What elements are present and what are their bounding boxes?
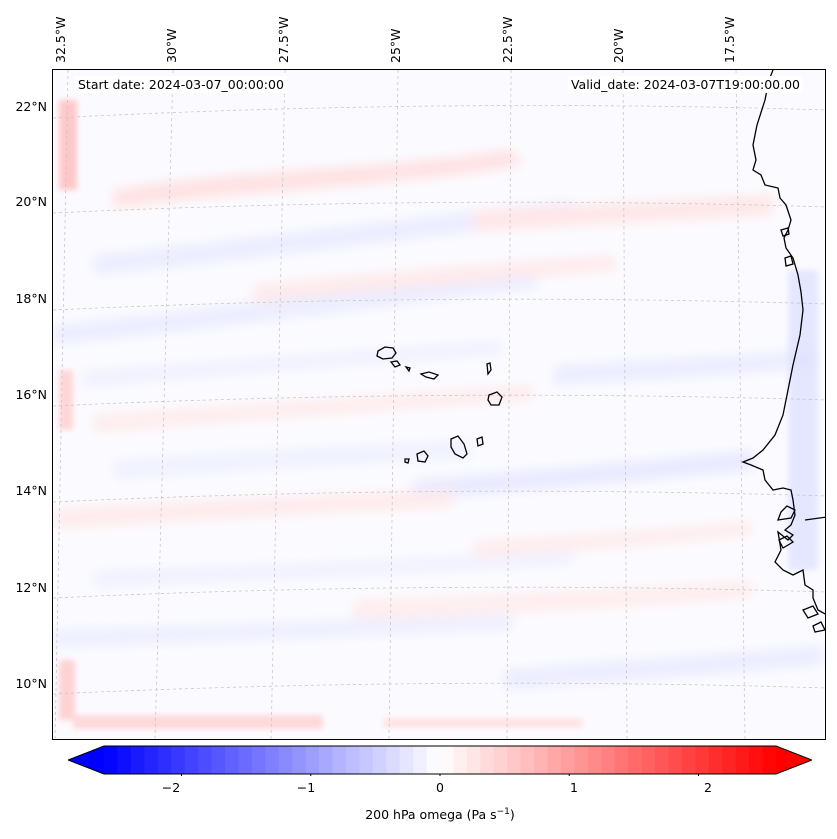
colorbar-segment — [722, 746, 737, 774]
colorbar-segment — [426, 746, 441, 774]
island-sao-vicente — [389, 360, 402, 368]
colorbar-label: 200 hPa omega (Pa s−1) — [365, 807, 515, 823]
colorbar-segment — [547, 746, 562, 774]
gridlines — [53, 70, 825, 739]
colorbar-segment — [695, 746, 710, 774]
lon-label-30w: 30°W — [164, 28, 179, 63]
island-maio — [476, 436, 484, 447]
colorbar-segment — [601, 746, 616, 774]
colorbar-segment — [130, 746, 145, 774]
colorbar-segment — [292, 746, 307, 774]
lat-label-18n: 18°N — [15, 291, 47, 306]
colorbar-segment — [574, 746, 589, 774]
colorbar — [68, 745, 812, 776]
colorbar-segment — [345, 746, 360, 774]
colorbar-segment — [332, 746, 347, 774]
colorbar-segment — [762, 746, 777, 774]
colorbar-segment — [171, 746, 186, 774]
island-santa-luzia — [404, 365, 411, 373]
colorbar-segment — [493, 746, 508, 774]
colorbar-segment — [628, 746, 643, 774]
lon-label-22-5w: 22.5°W — [500, 16, 515, 63]
island-brava — [404, 458, 410, 464]
colorbar-segment — [265, 746, 280, 774]
colorbar-segment — [413, 746, 428, 774]
colorbar-segment — [305, 746, 320, 774]
colorbar-segment — [655, 746, 669, 774]
island-sal — [486, 362, 492, 376]
start-date-label: Start date: 2024-03-07_00:00:00 — [75, 76, 287, 93]
colorbar-segment — [668, 746, 683, 774]
colorbar-segment — [104, 746, 118, 774]
colorbar-segment — [560, 746, 575, 774]
valid-date-label: Valid_date: 2024-03-07T19:00:00.00 — [567, 76, 803, 93]
colorbar-segment — [641, 746, 656, 774]
colorbar-segment — [466, 746, 481, 774]
lon-label-25w: 25°W — [388, 28, 403, 63]
colorbar-segment — [184, 746, 199, 774]
colorbar-segment — [735, 746, 750, 774]
colorbar-segment — [587, 746, 602, 774]
lat-label-10n: 10°N — [15, 676, 47, 691]
colorbar-segments — [68, 746, 812, 774]
colorbar-segment — [708, 746, 723, 774]
colorbar-segment — [440, 746, 454, 774]
colorbar-segment — [144, 746, 159, 774]
colorbar-segment — [157, 746, 172, 774]
island-boa-vista — [487, 391, 503, 406]
lon-label-17-5w: 17.5°W — [722, 16, 737, 63]
colorbar-segment — [507, 746, 522, 774]
colorbar-segment — [399, 746, 414, 774]
colorbar-segment — [251, 746, 266, 774]
island-santiago — [450, 435, 468, 459]
african-coastline — [741, 70, 825, 633]
map-canvas — [53, 70, 825, 739]
map-panel — [52, 69, 826, 740]
colorbar-extend-min — [68, 746, 104, 774]
colorbar-segment — [520, 746, 535, 774]
lat-label-16n: 16°N — [15, 387, 47, 402]
colorbar-segment — [211, 746, 226, 774]
colorbar-segment — [480, 746, 495, 774]
colorbar-segment — [359, 746, 374, 774]
colorbar-segment — [224, 746, 239, 774]
lat-label-12n: 12°N — [15, 580, 47, 595]
colorbar-extend-max — [776, 746, 812, 774]
colorbar-tick-2: 2 — [704, 780, 712, 795]
omega-field — [53, 100, 823, 729]
colorbar-tick-0: 0 — [436, 780, 444, 795]
colorbar-tick-neg2: −2 — [161, 780, 181, 795]
colorbar-segment — [749, 746, 764, 774]
colorbar-segment — [372, 746, 387, 774]
colorbar-segment — [614, 746, 629, 774]
island-santo-antao — [376, 346, 397, 360]
colorbar-tick-neg1: −1 — [296, 780, 316, 795]
colorbar-segment — [534, 746, 549, 774]
colorbar-segment — [238, 746, 253, 774]
island-fogo — [416, 450, 429, 463]
lat-label-22n: 22°N — [15, 99, 47, 114]
cape-verde-islands — [376, 346, 503, 464]
lat-label-14n: 14°N — [15, 483, 47, 498]
lon-label-27-5w: 27.5°W — [276, 16, 291, 63]
colorbar-segment — [386, 746, 401, 774]
colorbar-segment — [681, 746, 696, 774]
colorbar-tick-1: 1 — [570, 780, 578, 795]
lon-label-32-5w: 32.5°W — [53, 16, 68, 63]
island-sao-nicolau — [419, 371, 440, 380]
colorbar-segment — [198, 746, 213, 774]
colorbar-segment — [319, 746, 333, 774]
colorbar-segment — [117, 746, 132, 774]
colorbar-segment — [278, 746, 293, 774]
lat-label-20n: 20°N — [15, 194, 47, 209]
lon-label-20w: 20°W — [611, 28, 626, 63]
colorbar-segment — [453, 746, 468, 774]
